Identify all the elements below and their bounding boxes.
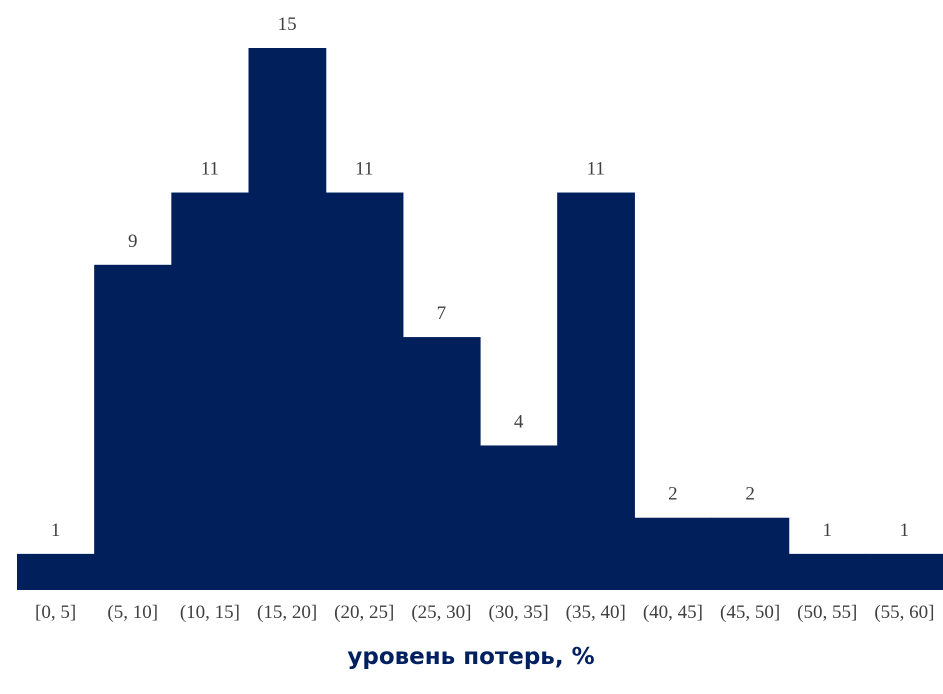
x-tick-label-0: [0, 5]	[35, 602, 76, 623]
data-label-8: 2	[668, 484, 678, 505]
data-label-3: 15	[278, 14, 297, 35]
bar-9	[711, 517, 790, 590]
x-tick-label-2: (10, 15]	[180, 602, 240, 623]
bar-1	[94, 264, 172, 590]
x-axis-title: уровень потерь, %	[347, 644, 594, 670]
x-tick-label-6: (30, 35]	[489, 602, 549, 623]
x-tick-label-8: (40, 45]	[643, 602, 703, 623]
data-label-5: 7	[437, 303, 447, 324]
data-label-11: 1	[900, 520, 910, 541]
bar-2	[171, 192, 250, 590]
bar-10	[788, 553, 867, 590]
x-tick-label-9: (45, 50]	[720, 602, 780, 623]
x-tick-label-5: (25, 30]	[411, 602, 471, 623]
bar-3	[248, 48, 327, 590]
x-tick-label-7: (35, 40]	[566, 602, 626, 623]
bar-5	[402, 337, 481, 590]
x-tick-label-10: (50, 55]	[797, 602, 857, 623]
data-label-1: 9	[128, 231, 138, 252]
data-label-0: 1	[51, 520, 61, 541]
data-label-2: 11	[201, 159, 219, 180]
data-label-9: 2	[745, 484, 755, 505]
bar-11	[865, 553, 943, 590]
bar-7	[557, 192, 635, 590]
x-tick-label-3: (15, 20]	[257, 602, 317, 623]
bar-6	[480, 445, 558, 590]
data-label-4: 11	[355, 159, 373, 180]
bar-4	[325, 192, 404, 590]
data-label-7: 11	[587, 159, 605, 180]
x-tick-label-1: (5, 10]	[107, 602, 158, 623]
bar-0	[17, 553, 95, 590]
x-axis-tick-labels: [0, 5] (5, 10] (10, 15] (15, 20] (20, 25] (25…	[35, 602, 934, 623]
x-tick-label-11: (55, 60]	[874, 602, 934, 623]
data-label-10: 1	[823, 520, 833, 541]
bars	[17, 48, 943, 590]
bar-8	[634, 517, 713, 590]
x-tick-label-4: (20, 25]	[334, 602, 394, 623]
data-label-6: 4	[514, 411, 524, 432]
